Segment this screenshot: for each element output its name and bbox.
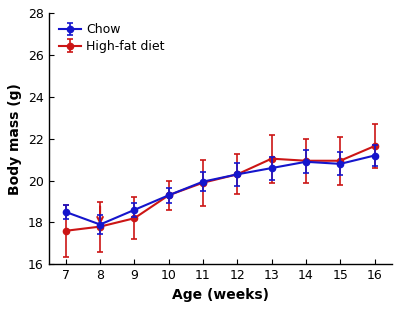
Y-axis label: Body mass (g): Body mass (g) (8, 83, 22, 195)
X-axis label: Age (weeks): Age (weeks) (172, 288, 269, 302)
Legend: Chow, High-fat diet: Chow, High-fat diet (55, 20, 168, 57)
